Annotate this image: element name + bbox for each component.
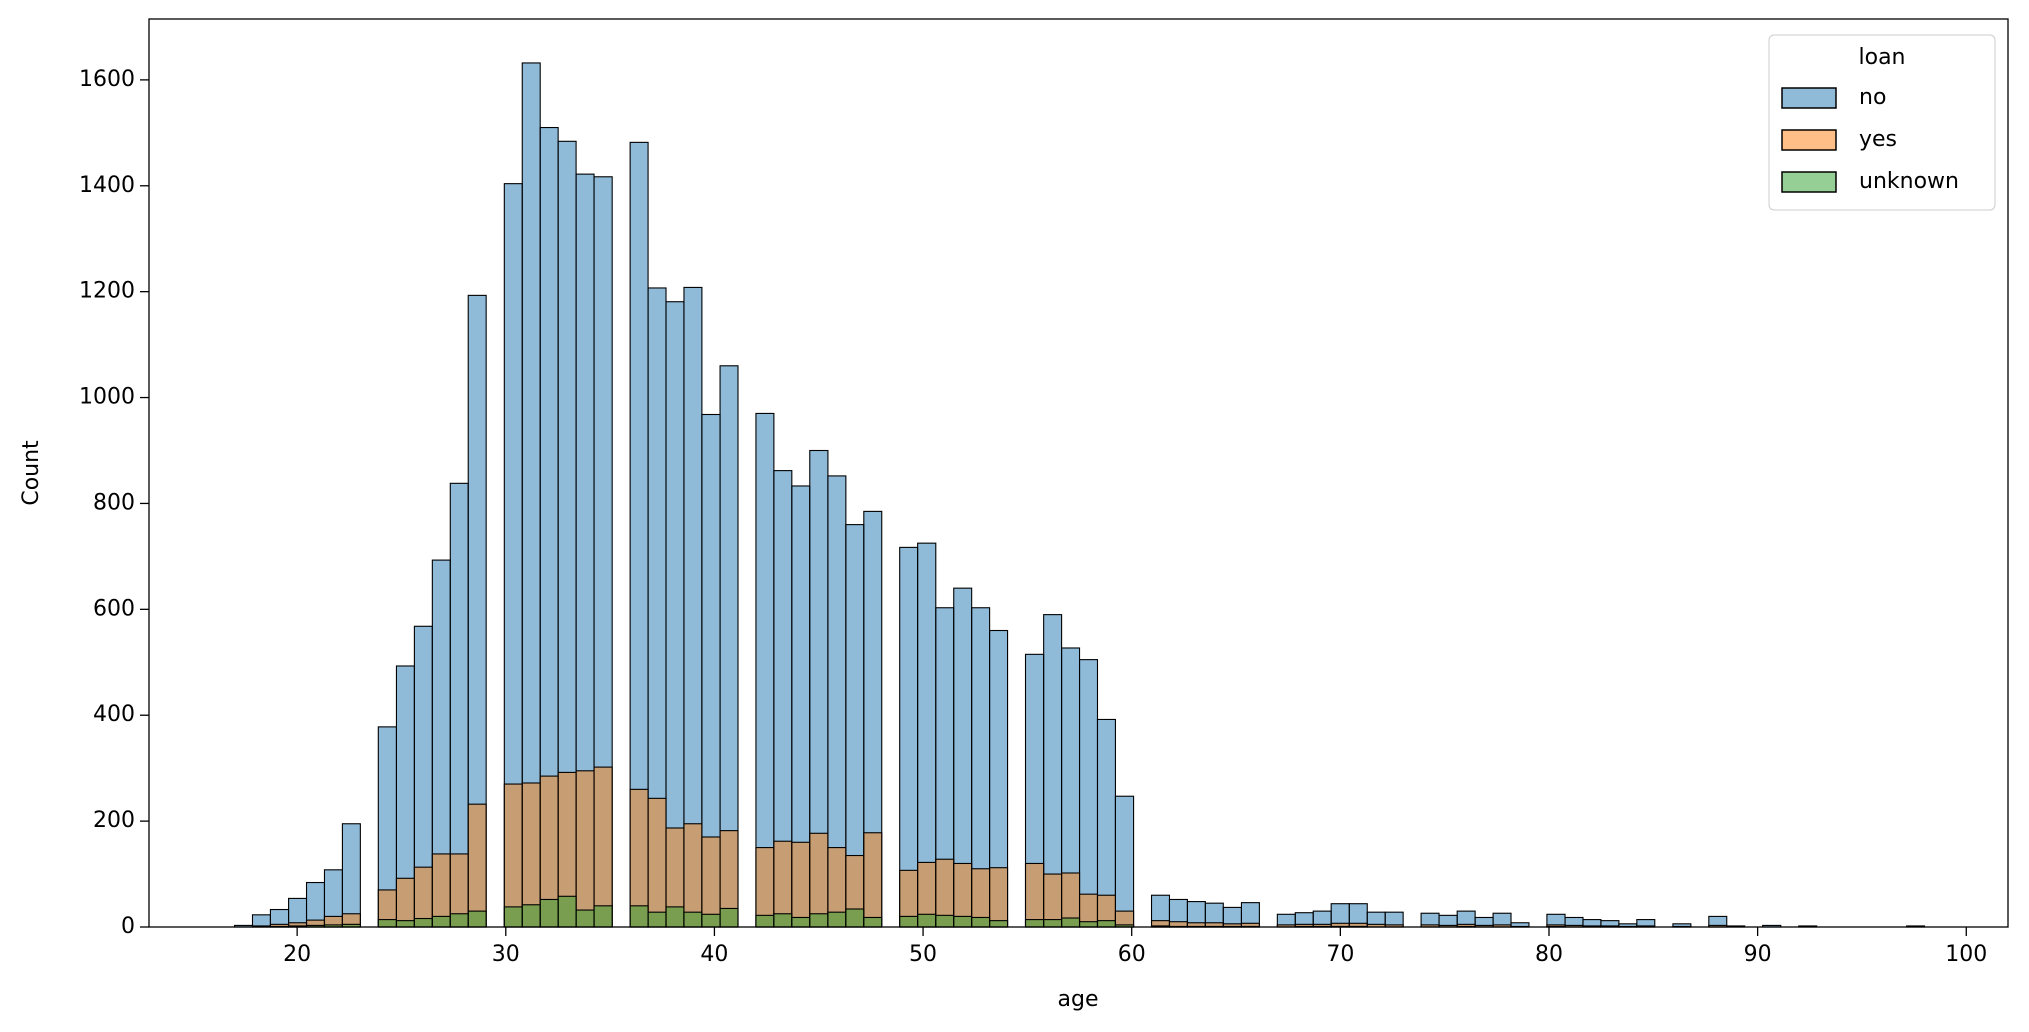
bar [1078, 921, 1099, 928]
bar [521, 904, 541, 928]
x-tick-label: 50 [909, 942, 937, 967]
y-tick-label: 600 [93, 596, 135, 621]
bar [593, 766, 613, 928]
bar [791, 841, 811, 928]
bar [629, 905, 649, 928]
legend-label: no [1859, 85, 1886, 110]
y-tick-label: 800 [93, 490, 135, 515]
legend-box [1768, 34, 1996, 211]
bar [701, 836, 721, 928]
bar [755, 914, 775, 928]
x-axis-label: age [1058, 987, 1099, 1012]
bar [827, 911, 847, 928]
bar [1024, 919, 1045, 928]
x-tick-label: 80 [1535, 942, 1563, 967]
bar [935, 914, 955, 928]
bar [503, 906, 523, 928]
bar [1061, 917, 1081, 928]
legend-swatch [1781, 171, 1837, 193]
bar [575, 770, 595, 928]
legend-title: loan [1859, 45, 1906, 70]
bar [1043, 919, 1063, 928]
bar [863, 832, 883, 928]
bar [1096, 920, 1116, 928]
plot-frame [148, 18, 2009, 928]
legend-label: unknown [1859, 169, 1959, 194]
y-tick-label: 1600 [79, 67, 135, 92]
bar [341, 823, 361, 928]
bar [1114, 795, 1135, 928]
bar [647, 797, 667, 928]
y-axis-label: Count [19, 440, 44, 506]
bar [845, 908, 865, 928]
x-tick-label: 70 [1326, 942, 1354, 967]
bar [647, 911, 667, 928]
bar [809, 913, 829, 928]
bar [377, 919, 397, 928]
bar [251, 914, 271, 928]
legend-label: yes [1859, 127, 1897, 152]
bar [431, 915, 451, 928]
legend: loan no yes unknown [1768, 34, 1996, 211]
bar [953, 915, 973, 928]
bar [989, 920, 1009, 928]
bar [665, 906, 685, 928]
bar [575, 909, 595, 928]
bar [791, 916, 811, 928]
bar [557, 895, 577, 928]
bar [971, 916, 991, 928]
x-tick-label: 100 [1945, 942, 1987, 967]
x-tick-label: 60 [1118, 942, 1146, 967]
legend-swatch [1781, 129, 1837, 151]
bar [1078, 659, 1099, 928]
bar [593, 905, 613, 928]
bar [899, 915, 919, 928]
bar [413, 917, 433, 928]
bar [863, 916, 883, 928]
y-tick-label: 0 [121, 914, 135, 939]
y-tick-label: 200 [93, 808, 135, 833]
bar [701, 913, 721, 928]
bar [683, 823, 703, 928]
bar [503, 783, 523, 928]
bar [1024, 862, 1045, 928]
bar [395, 877, 415, 928]
y-tick-label: 1000 [79, 385, 135, 410]
y-tick-label: 1400 [79, 173, 135, 198]
bar [773, 913, 793, 928]
bar [917, 913, 937, 928]
x-tick-label: 30 [492, 942, 520, 967]
bar [539, 898, 559, 928]
bar [395, 920, 415, 928]
bar [683, 911, 703, 928]
x-tick-label: 40 [700, 942, 728, 967]
x-tick-label: 90 [1744, 942, 1772, 967]
y-tick-label: 400 [93, 702, 135, 727]
bar [809, 832, 829, 928]
bar [467, 910, 487, 928]
bar [467, 803, 487, 928]
bar [719, 907, 739, 928]
legend-swatch [1781, 87, 1837, 109]
y-tick-label: 1200 [79, 279, 135, 304]
bar [449, 913, 469, 928]
x-tick-label: 20 [283, 942, 311, 967]
bar [989, 867, 1009, 928]
